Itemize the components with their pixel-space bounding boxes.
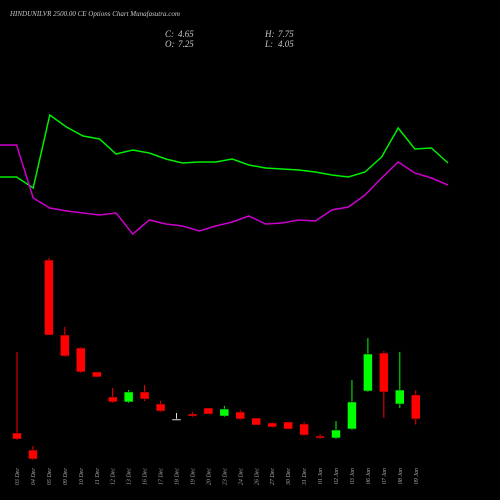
candle-body bbox=[331, 429, 341, 439]
candle-body bbox=[139, 391, 150, 400]
x-tick-label: 09 Dec bbox=[63, 468, 69, 485]
x-tick-label: 26 Dec bbox=[254, 468, 260, 485]
candle-body bbox=[203, 407, 214, 415]
candle-body bbox=[76, 347, 86, 373]
x-tick-label: 07 Jan bbox=[382, 468, 388, 484]
ohlc-label: H: bbox=[264, 29, 275, 39]
ohlc-label: C: bbox=[165, 29, 174, 39]
x-tick-label: 03 Dec bbox=[15, 468, 21, 485]
x-tick-label: 17 Dec bbox=[159, 468, 165, 485]
ohlc-label: O: bbox=[165, 39, 175, 49]
candle-body bbox=[171, 418, 182, 421]
candle-body bbox=[315, 435, 325, 439]
x-tick-label: 04 Dec bbox=[30, 468, 37, 485]
candle-body bbox=[28, 449, 38, 460]
x-tick-label: 18 Dec bbox=[175, 468, 181, 485]
x-tick-label: 31 Dec bbox=[302, 468, 308, 486]
indicator-line bbox=[0, 113, 449, 190]
candle-body bbox=[123, 391, 134, 403]
candle-body bbox=[155, 403, 166, 412]
candle-body bbox=[347, 401, 357, 430]
x-tick-label: 09 Jan bbox=[414, 468, 420, 484]
candle-body bbox=[12, 432, 22, 440]
x-tick-label: 05 Dec bbox=[47, 468, 53, 485]
x-tick-label: 27 Dec bbox=[270, 468, 276, 485]
candle-body bbox=[219, 408, 230, 417]
ohlc-value: 7.75 bbox=[278, 29, 294, 39]
candle-body bbox=[107, 396, 118, 403]
x-tick-label: 01 Jan bbox=[318, 468, 324, 484]
ohlc-label: L: bbox=[264, 39, 273, 49]
x-tick-label: 13 Dec bbox=[127, 468, 133, 485]
candle-body bbox=[251, 417, 261, 426]
x-tick-label: 11 Dec bbox=[95, 468, 101, 485]
x-tick-label: 06 Jan bbox=[366, 468, 372, 484]
candle-body bbox=[187, 413, 198, 417]
candle-body bbox=[60, 334, 70, 357]
candle-body bbox=[379, 352, 389, 393]
indicator-line bbox=[0, 144, 449, 236]
candle-body bbox=[235, 411, 246, 420]
candle-body bbox=[283, 421, 293, 430]
x-tick-label: 08 Jan bbox=[398, 468, 404, 484]
candle-body bbox=[411, 394, 421, 420]
x-tick-label: 30 Dec bbox=[286, 468, 292, 486]
x-tick-label: 12 Dec bbox=[111, 468, 117, 485]
candle-body bbox=[299, 423, 309, 436]
candle-body bbox=[92, 371, 102, 378]
x-tick-label: 20 Dec bbox=[206, 468, 212, 485]
x-tick-label: 03 Jan bbox=[350, 468, 356, 484]
x-tick-label: 02 Jan bbox=[334, 468, 340, 484]
candle-body bbox=[44, 259, 54, 336]
ohlc-value: 4.05 bbox=[278, 39, 294, 49]
ohlc-value: 7.25 bbox=[178, 39, 194, 49]
candle-body bbox=[395, 389, 405, 405]
ohlc-value: 4.65 bbox=[178, 29, 194, 39]
x-tick-label: 10 Dec bbox=[79, 468, 85, 485]
candle-body bbox=[363, 353, 373, 392]
x-tick-label: 16 Dec bbox=[143, 468, 149, 485]
chart-title: HINDUNILVR 2500.00 CE Options Chart Muna… bbox=[9, 10, 180, 18]
candle-body bbox=[267, 422, 277, 428]
x-tick-label: 19 Dec bbox=[190, 468, 196, 485]
x-tick-label: 24 Dec bbox=[237, 468, 244, 485]
x-tick-label: 23 Dec bbox=[222, 468, 228, 485]
